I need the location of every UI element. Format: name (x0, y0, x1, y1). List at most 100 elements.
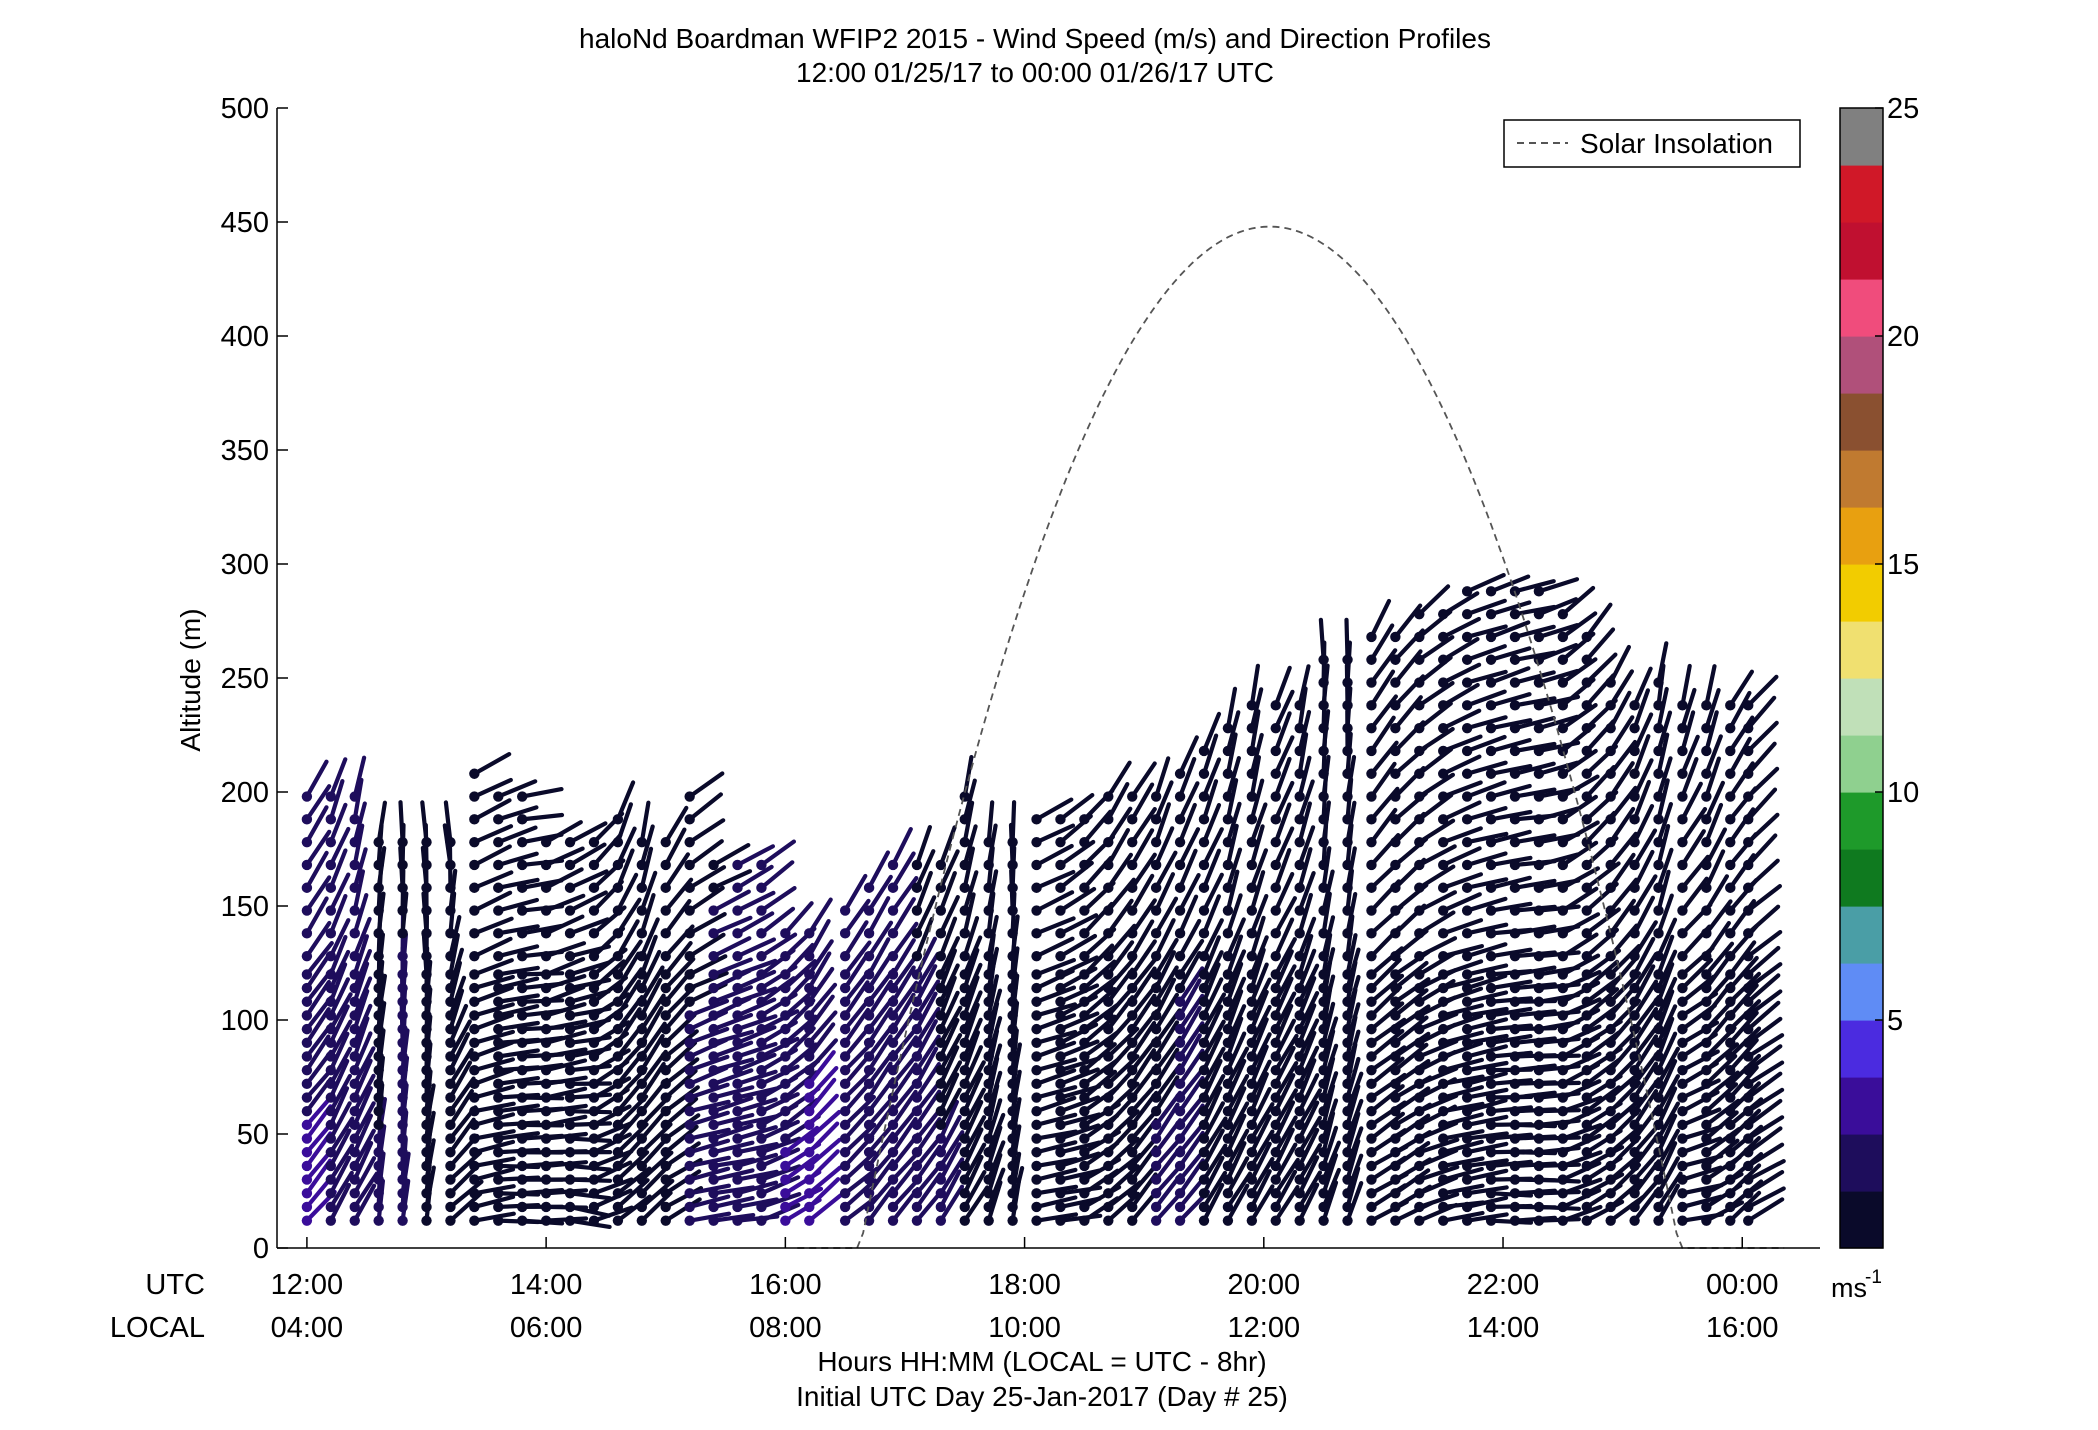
barb-dot (1318, 1174, 1328, 1184)
barb-dot (469, 1038, 479, 1048)
barb-dot (1534, 1079, 1544, 1089)
barb-dot (613, 1133, 623, 1143)
barb-dot (517, 1161, 527, 1171)
barb-dot (469, 1120, 479, 1130)
barb-dot (1079, 1120, 1089, 1130)
barb-dot (1743, 997, 1753, 1007)
barb-dot (1510, 1010, 1520, 1020)
barb-dot (1510, 1188, 1520, 1198)
barb-dot (983, 1010, 993, 1020)
barb-dot (517, 1174, 527, 1184)
barb-dot (1127, 905, 1137, 915)
barb-dot (421, 1065, 431, 1075)
barb-dot (1743, 723, 1753, 733)
barb-dot (1342, 969, 1352, 979)
barb-dot (1175, 1188, 1185, 1198)
barb-dot (912, 1051, 922, 1061)
barb-dot (1151, 883, 1161, 893)
barb-dot (936, 1038, 946, 1048)
barb-dot (1629, 951, 1639, 961)
barb-dot (1103, 928, 1113, 938)
barb-dot (1175, 1215, 1185, 1225)
barb-dot (1366, 928, 1376, 938)
barb-dot (469, 905, 479, 915)
barb-dot (1414, 1174, 1424, 1184)
barb-dot (780, 1010, 790, 1020)
barb-dot (1271, 1079, 1281, 1089)
barb-dot (1486, 1215, 1496, 1225)
barb-dot (1462, 791, 1472, 801)
barb-dot (302, 969, 312, 979)
barb-dot (1223, 1202, 1233, 1212)
barb-dot (1558, 769, 1568, 779)
barb-dot (1414, 677, 1424, 687)
barb-dot (1294, 860, 1304, 870)
barb-dot (1318, 746, 1328, 756)
barb-dot (1462, 1092, 1472, 1102)
barb-dot (1534, 677, 1544, 687)
barb-dot (613, 1188, 623, 1198)
barb-dot (1558, 791, 1568, 801)
barb-dot (1701, 700, 1711, 710)
barb-dot (1743, 700, 1753, 710)
barb-dot (350, 837, 360, 847)
barb-dot (1677, 983, 1687, 993)
barb-dot (1318, 1010, 1328, 1020)
barb-dot (1653, 1215, 1663, 1225)
barb-dot (1342, 1079, 1352, 1089)
barb-dot (302, 905, 312, 915)
barb-dot (1031, 1161, 1041, 1171)
barb-dot (1582, 969, 1592, 979)
barb-dot (1294, 1092, 1304, 1102)
barb-dot (1271, 983, 1281, 993)
barb-dot (1462, 655, 1472, 665)
barb-dot (1558, 655, 1568, 665)
barb-dot (1007, 1202, 1017, 1212)
barb-dot (1743, 769, 1753, 779)
barb-dot (1510, 1202, 1520, 1212)
barb-dot (1605, 1051, 1615, 1061)
barb-dot (1558, 1133, 1568, 1143)
barb-dot (1438, 1120, 1448, 1130)
barb-dot (493, 983, 503, 993)
barb-dot (565, 928, 575, 938)
barb-dot (541, 1024, 551, 1034)
barb-dot (1271, 1038, 1281, 1048)
barb-dot (1510, 1092, 1520, 1102)
barb-dot (960, 1202, 970, 1212)
colorbar-segment (1840, 1191, 1883, 1249)
barb-dot (1605, 1174, 1615, 1184)
barb-dot (1725, 1038, 1735, 1048)
barb-dot (397, 969, 407, 979)
barb-dot (517, 951, 527, 961)
barb-dot (1510, 746, 1520, 756)
barb-dot (469, 1106, 479, 1116)
barb-dot (840, 1038, 850, 1048)
barb-dot (661, 1174, 671, 1184)
barb-dot (1223, 1079, 1233, 1089)
barb-dot (912, 1215, 922, 1225)
barb-dot (1366, 1202, 1376, 1212)
barb-dot (445, 969, 455, 979)
barb-dot (864, 1051, 874, 1061)
barb-dot (708, 905, 718, 915)
barb-dot (637, 928, 647, 938)
barb-dot (1725, 700, 1735, 710)
barb-dot (1653, 1202, 1663, 1212)
barb-dot (1294, 723, 1304, 733)
barb-dot (1462, 814, 1472, 824)
barb-dot (960, 1079, 970, 1089)
barb-dot (1486, 837, 1496, 847)
barb-dot (1534, 1065, 1544, 1075)
barb-dot (1079, 905, 1089, 915)
barb-dot (445, 1079, 455, 1089)
barb-dot (780, 1079, 790, 1089)
barb-dot (589, 1215, 599, 1225)
barb-dot (888, 1188, 898, 1198)
barb-dot (1605, 997, 1615, 1007)
barb-dot (1031, 1092, 1041, 1102)
barb-dot (397, 1106, 407, 1116)
barb-dot (1605, 860, 1615, 870)
barb-dot (1725, 1174, 1735, 1184)
barb-dot (1534, 769, 1544, 779)
